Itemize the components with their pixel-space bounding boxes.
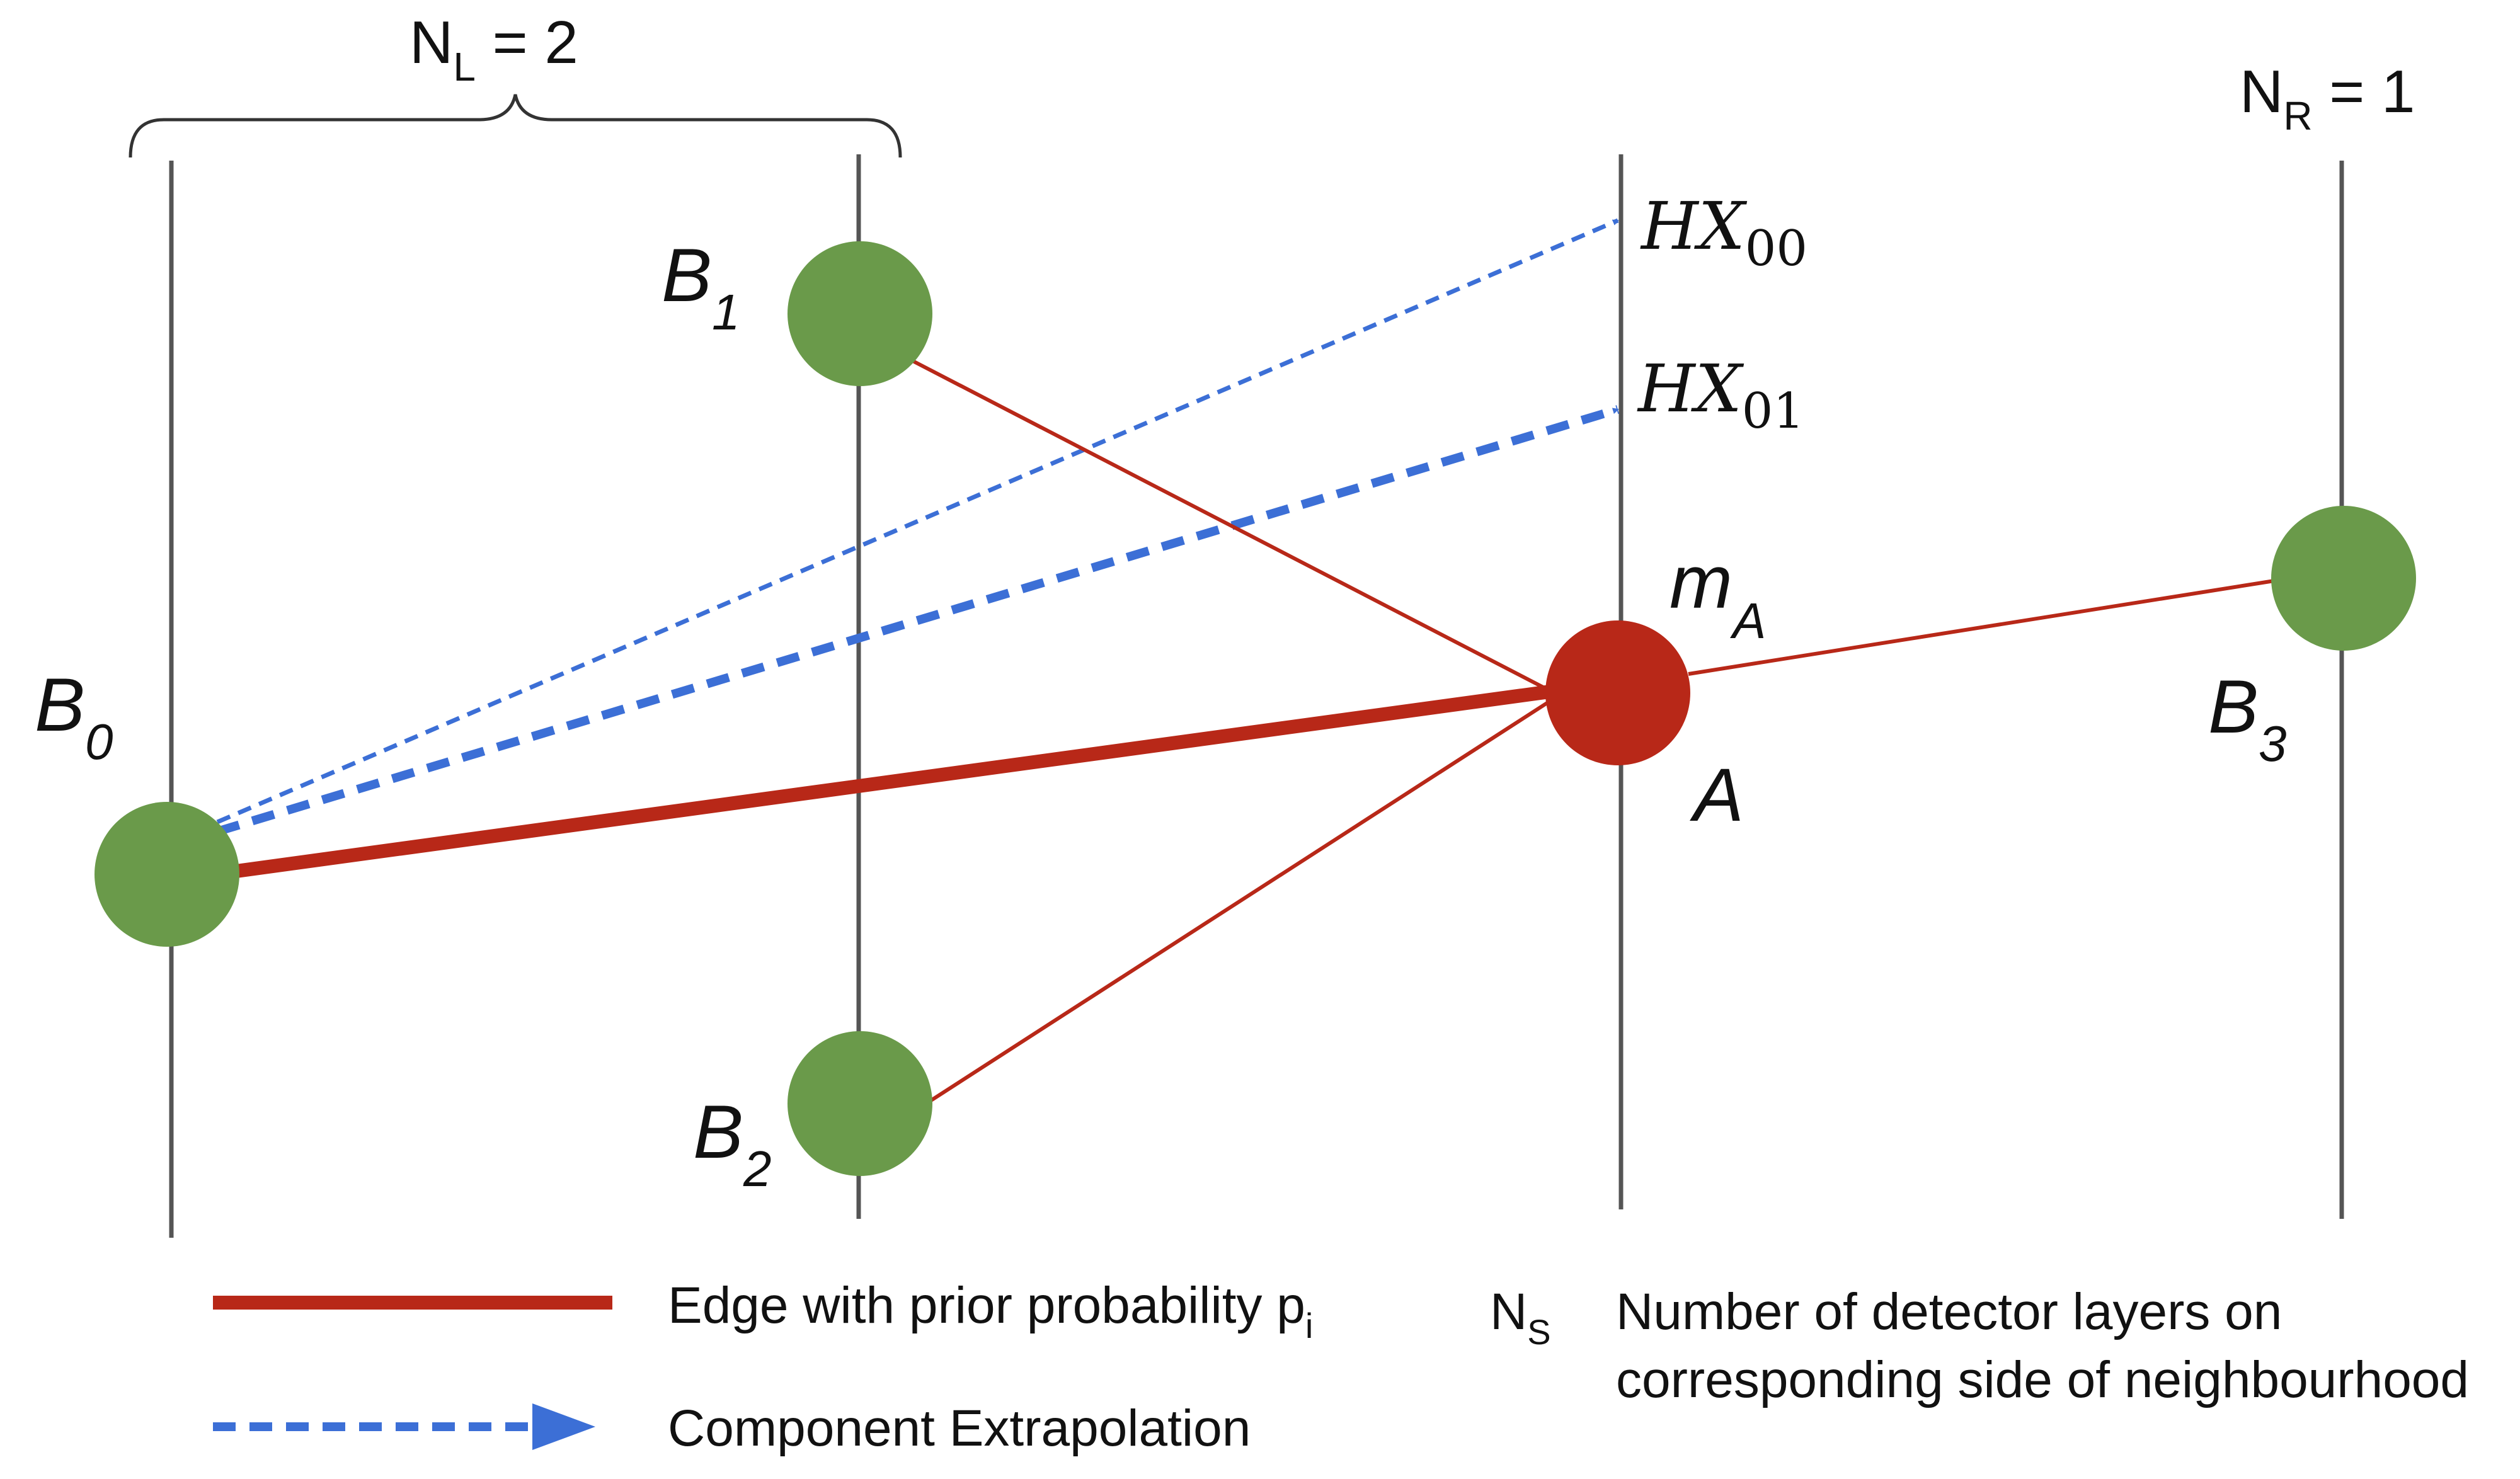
node-b3	[2271, 506, 2416, 651]
node-b1	[788, 241, 932, 386]
legend-extrapolation-arrowhead	[532, 1403, 595, 1450]
edge-b1-a	[908, 357, 1553, 694]
node-a	[1545, 620, 1690, 765]
node-b0	[94, 802, 239, 947]
legend-edge-text: Edge with prior probability pi	[668, 1277, 1313, 1345]
edge-a-b3	[1688, 579, 2275, 676]
legend-extrapolation-text: Component Extrapolation	[668, 1400, 1251, 1457]
extrapolation-hx00-arrow	[216, 218, 1619, 825]
legend-ns-line2: corresponding side of neighbourhood	[1616, 1351, 2469, 1408]
label-hx01: HX01	[1637, 350, 1804, 440]
label-m-a: mA	[1670, 540, 1766, 649]
legend-ns-line1: Number of detector layers on	[1616, 1283, 2282, 1340]
label-b1: B1	[662, 233, 740, 340]
label-hx00: HX00	[1640, 188, 1807, 277]
label-a: A	[1690, 753, 1744, 837]
node-b2	[788, 1031, 932, 1176]
label-b2: B2	[693, 1090, 772, 1197]
label-b0: B0	[35, 663, 113, 770]
legend-ns-symbol: NS	[1490, 1283, 1551, 1352]
extrapolation-hx01-arrow	[215, 405, 1620, 836]
left-neighbourhood-brace	[129, 94, 902, 158]
nl-label: NL = 2	[410, 9, 578, 89]
edge-b0-a	[235, 685, 1551, 878]
edge-b2-a	[925, 697, 1554, 1105]
nr-label: NR = 1	[2240, 58, 2415, 139]
label-b3: B3	[2208, 665, 2287, 772]
